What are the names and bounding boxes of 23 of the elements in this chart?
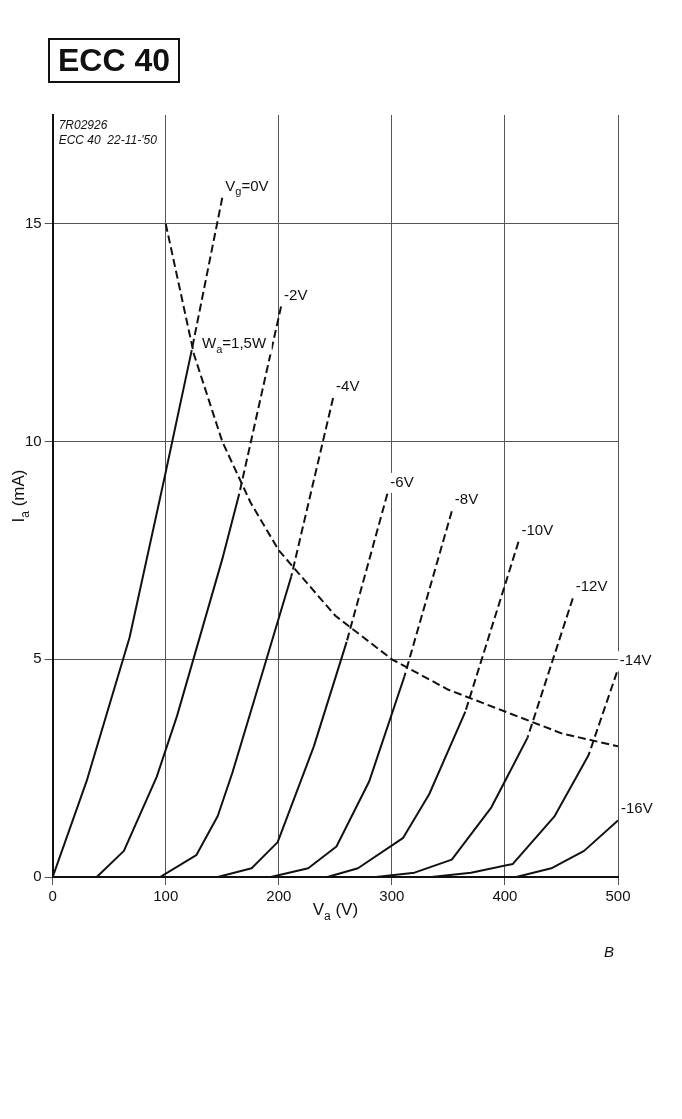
series-label: -10V bbox=[521, 520, 554, 538]
y-tick-label: 5 bbox=[33, 649, 42, 667]
annotation: ECC 40 22-11-'50 bbox=[58, 133, 158, 148]
annotation: 7R02926 bbox=[58, 118, 108, 133]
series-label: -16V bbox=[621, 799, 653, 817]
x-tick-label: 300 bbox=[379, 887, 405, 905]
x-tick-label: 200 bbox=[266, 887, 292, 905]
series-label: -8V bbox=[454, 490, 479, 508]
y-tick-label: 15 bbox=[25, 214, 42, 231]
series-label: -4V bbox=[336, 377, 360, 395]
x-tick-label: 100 bbox=[153, 887, 179, 905]
y-axis-title: Ia (mA) bbox=[9, 469, 33, 523]
x-tick-label: 0 bbox=[48, 887, 57, 905]
x-tick-label: 500 bbox=[605, 887, 631, 905]
text: B bbox=[603, 943, 615, 960]
series-label: -6V bbox=[390, 472, 414, 490]
x-tick-label: 400 bbox=[492, 887, 518, 905]
y-tick-label: 0 bbox=[33, 867, 42, 885]
chart-title: ECC 40 bbox=[48, 38, 181, 83]
y-tick-label: 10 bbox=[25, 431, 42, 449]
series-label: -2V bbox=[284, 285, 308, 303]
series-label: -12V bbox=[575, 577, 608, 595]
series-label: -14V bbox=[619, 651, 652, 669]
